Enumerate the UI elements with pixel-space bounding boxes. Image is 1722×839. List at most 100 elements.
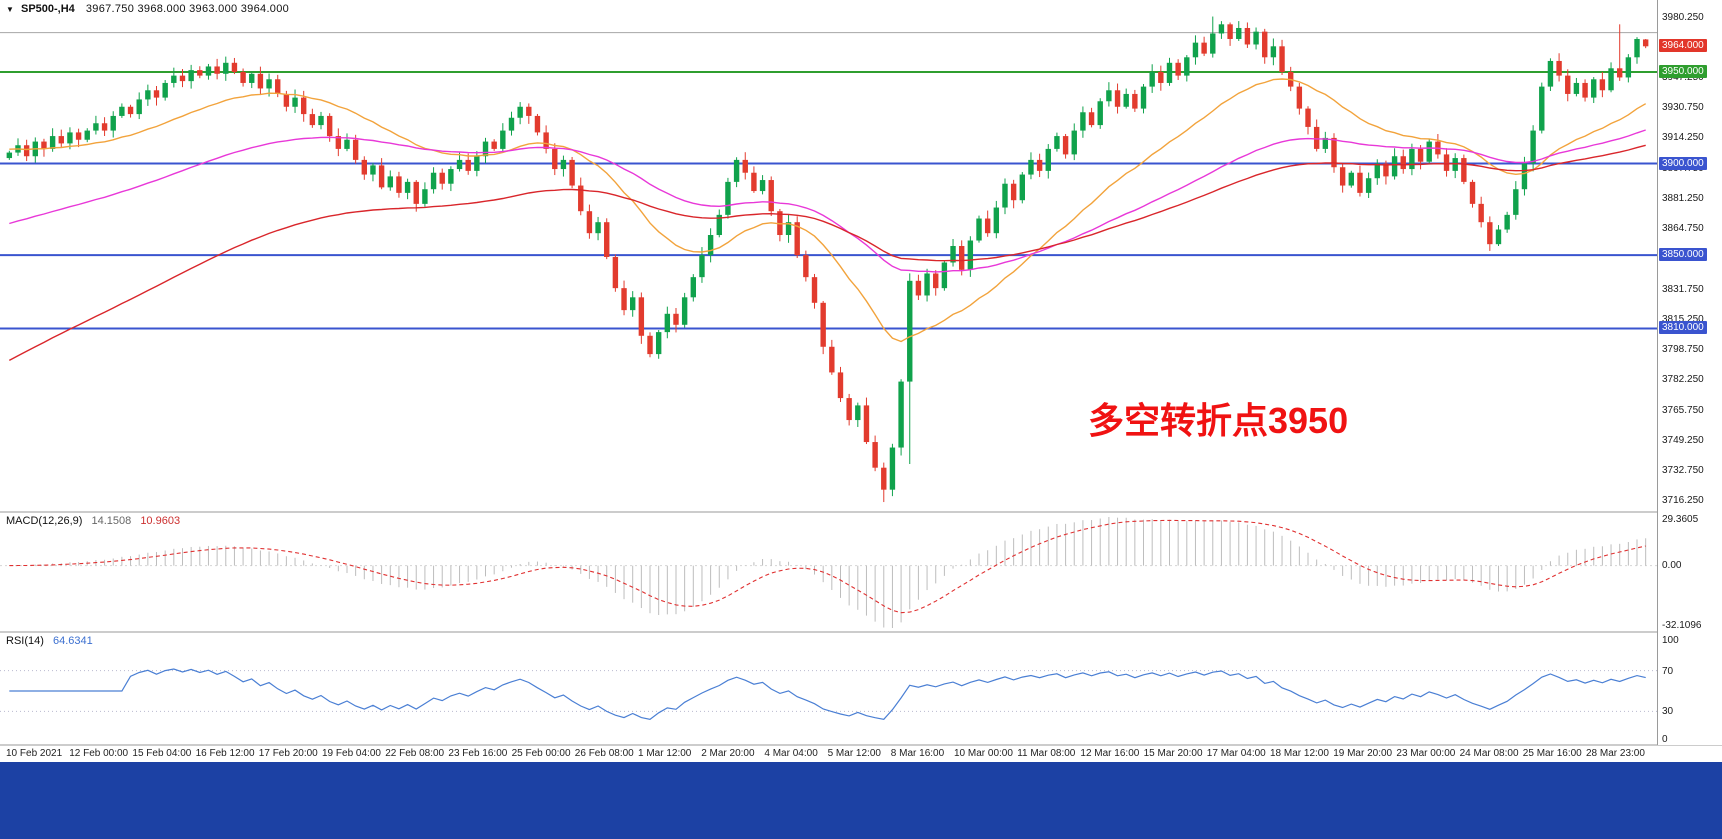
time-axis[interactable]: 10 Feb 2021 12 Feb 00:00 15 Feb 04:00 16 Fe… <box>0 746 1657 762</box>
candle-body <box>344 139 350 149</box>
candle-body <box>75 132 82 140</box>
candle-body <box>430 172 437 190</box>
candle-body <box>119 106 125 116</box>
macd-axis-label: -32.1096 <box>1662 620 1702 631</box>
candle-body <box>1495 229 1502 245</box>
candle-body <box>439 172 445 184</box>
candle-body <box>1426 141 1432 162</box>
candle-body <box>803 255 809 278</box>
current-price-badge: 3964.000 <box>1659 39 1707 53</box>
candle-body <box>1409 148 1415 170</box>
candle-body <box>275 79 281 94</box>
rsi-name: RSI(14) <box>6 635 44 647</box>
candle-body <box>1634 38 1640 58</box>
candle-body <box>1374 163 1380 179</box>
price-tick-label: 3864.750 <box>1662 223 1704 235</box>
candle-body <box>1348 172 1355 186</box>
candle-body <box>1244 27 1251 45</box>
candle-body <box>396 176 402 193</box>
time-axis-label: 22 Feb 08:00 <box>385 748 445 759</box>
ma-mid-line <box>9 129 1646 273</box>
chart-text-annotation[interactable]: 多空转折点3950 <box>1088 400 1349 441</box>
candle-body <box>855 405 861 421</box>
candle-body <box>898 381 904 448</box>
candle-body <box>517 106 523 118</box>
candle-body <box>647 335 653 355</box>
price-tick-label: 3831.750 <box>1662 283 1704 295</box>
candle-body <box>707 235 714 256</box>
candle-body <box>846 398 852 421</box>
candle-body <box>41 141 47 149</box>
price-tick-label: 3732.750 <box>1662 464 1704 476</box>
price-tick-label: 3914.250 <box>1662 132 1704 144</box>
candle-body <box>1218 24 1225 34</box>
candle-body <box>1166 62 1173 83</box>
time-axis-label: 18 Mar 12:00 <box>1270 748 1329 759</box>
candle-body <box>794 222 800 256</box>
candle-body <box>465 159 471 171</box>
candle-body <box>1184 57 1190 76</box>
candle-body <box>292 97 298 107</box>
candle-body <box>993 207 1000 234</box>
candle-body <box>1365 178 1372 193</box>
candle-body <box>612 257 619 289</box>
time-axis-label: 17 Mar 04:00 <box>1206 748 1266 759</box>
time-axis-label: 23 Mar 00:00 <box>1396 748 1456 759</box>
candle-body <box>759 180 766 192</box>
candle-body <box>1010 183 1017 201</box>
candle-body <box>309 114 316 126</box>
time-axis-label: 25 Feb 00:00 <box>511 748 571 759</box>
candle-body <box>1391 156 1398 177</box>
candle-body <box>482 141 489 157</box>
candle-body <box>1114 90 1121 107</box>
candle-body <box>6 152 13 159</box>
candle-body <box>1045 148 1051 171</box>
candle-body <box>1357 172 1363 193</box>
candle-body <box>1383 163 1389 177</box>
candle-body <box>1452 158 1458 171</box>
candle-body <box>474 156 480 171</box>
candle-body <box>1616 68 1623 78</box>
candle-body <box>742 159 748 173</box>
price-tick-label: 3980.250 <box>1662 11 1704 23</box>
ma-fast-line <box>9 78 1647 343</box>
candle-body <box>1556 60 1562 76</box>
price-axis[interactable]: 3980.2503947.2503930.7503914.2503897.750… <box>1657 0 1722 745</box>
candle-body <box>621 288 627 311</box>
candle-body <box>1236 27 1242 39</box>
price-tick-label: 3815.250 <box>1662 313 1704 325</box>
candle-body <box>1279 46 1285 72</box>
candle-body <box>67 132 73 144</box>
candle-body <box>404 181 411 193</box>
candle-body <box>673 313 679 325</box>
candle-body <box>231 62 238 72</box>
candle-body <box>23 145 30 157</box>
time-axis-label: 12 Feb 00:00 <box>69 748 129 759</box>
candle-body <box>1088 112 1095 126</box>
price-tick-label: 3881.250 <box>1662 192 1704 204</box>
time-axis-label: 2 Mar 20:00 <box>701 748 755 759</box>
time-axis-label: 25 Mar 16:00 <box>1522 748 1582 759</box>
candle-body <box>188 70 194 82</box>
candle-body <box>655 332 662 355</box>
candle-body <box>1106 90 1112 102</box>
price-chart-canvas[interactable] <box>0 0 1722 762</box>
rsi-axis-label: 100 <box>1662 635 1679 646</box>
candle-body <box>958 246 965 270</box>
chart-menu-icon[interactable]: ▼ <box>6 5 14 14</box>
candle-body <box>1513 189 1519 215</box>
candle-body <box>1443 154 1450 171</box>
candle-body <box>448 169 454 184</box>
candle-body <box>1253 31 1259 45</box>
candle-body <box>941 262 948 289</box>
candle-body <box>716 214 722 236</box>
candle-body <box>58 136 64 144</box>
candle-body <box>768 180 774 212</box>
candle-body <box>223 62 229 74</box>
candle-body <box>872 442 878 468</box>
candle-body <box>725 181 731 215</box>
candle-body <box>785 222 792 236</box>
candle-body <box>1530 130 1536 164</box>
price-tick-label: 3782.250 <box>1662 374 1704 386</box>
